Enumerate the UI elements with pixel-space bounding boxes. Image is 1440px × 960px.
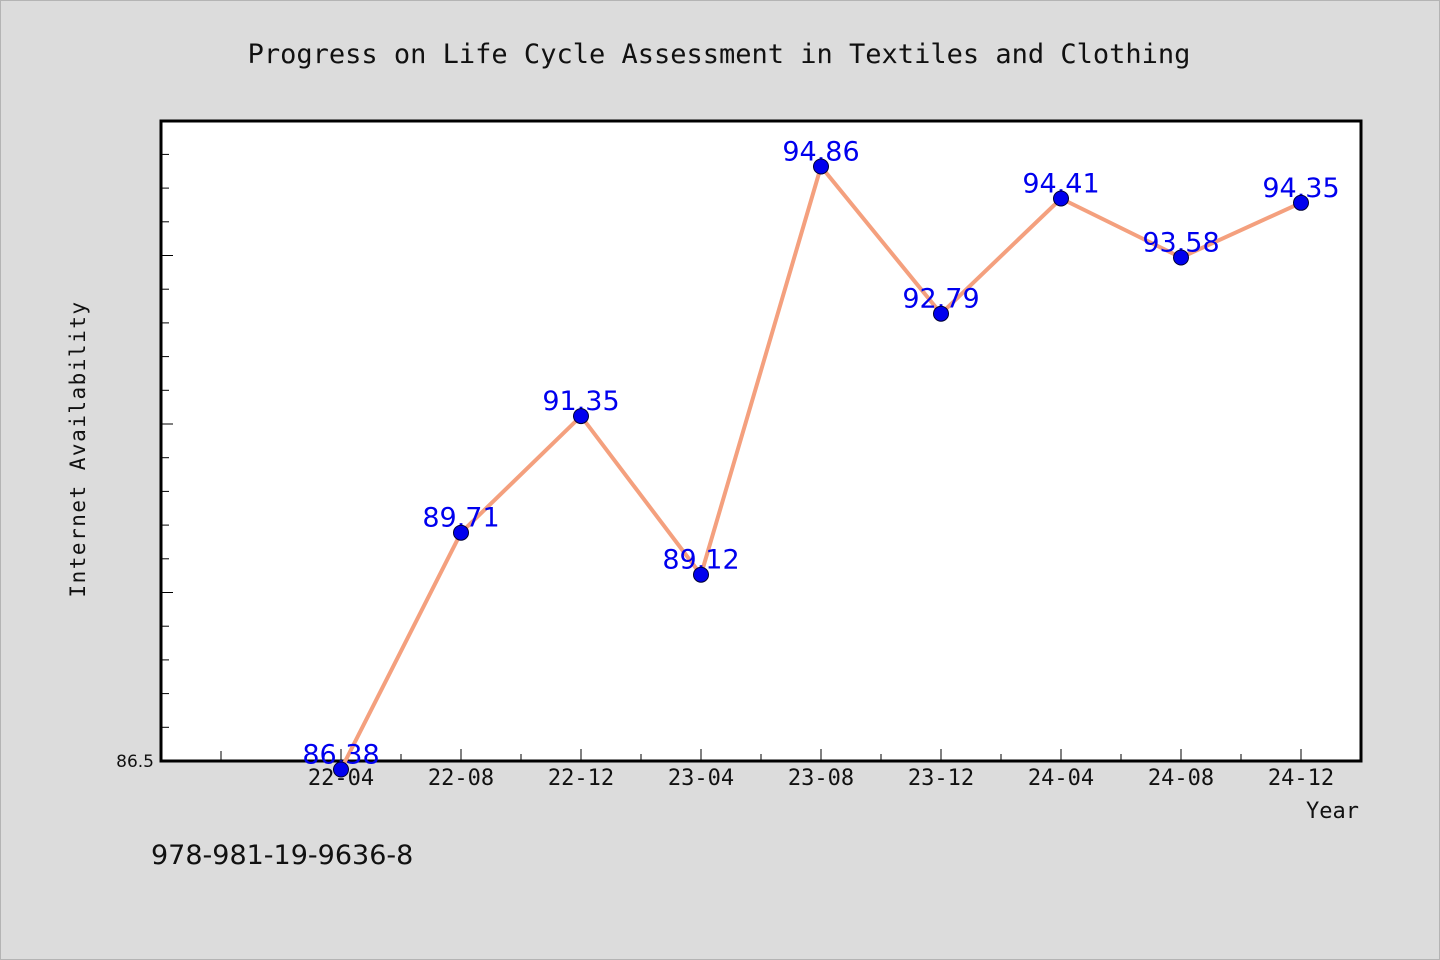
x-tick-label: 24-12 bbox=[1268, 766, 1334, 791]
x-tick-label: 23-04 bbox=[668, 766, 734, 791]
data-point bbox=[1053, 190, 1069, 207]
data-point bbox=[1173, 249, 1189, 266]
x-tick-label: 23-08 bbox=[788, 766, 854, 791]
y-tick-label: 86.5 bbox=[116, 752, 154, 772]
chart-title: Progress on Life Cycle Assessment in Tex… bbox=[248, 39, 1191, 70]
y-axis-ticks bbox=[161, 153, 173, 762]
y-axis-label: Internet Availability bbox=[66, 300, 90, 597]
x-axis-tick-labels: 22-04 22-08 22-12 23-04 23-08 23-12 24-04 24-08… bbox=[308, 766, 1334, 791]
footer-isbn: 978-981-19-9636-8 bbox=[151, 840, 413, 871]
x-tick-label: 24-08 bbox=[1148, 766, 1214, 791]
data-point bbox=[933, 305, 949, 322]
data-point bbox=[453, 524, 469, 541]
data-point bbox=[693, 566, 709, 583]
x-tick-label: 22-08 bbox=[428, 766, 494, 791]
plot-area bbox=[159, 119, 1363, 763]
x-tick-label: 23-12 bbox=[908, 766, 974, 791]
data-point bbox=[813, 158, 829, 175]
data-point bbox=[1293, 194, 1309, 211]
data-labels: 86.3889.7191.3589.1294.8692.7994.4193.58… bbox=[302, 137, 1339, 771]
data-points bbox=[333, 158, 1309, 778]
data-point bbox=[573, 408, 589, 425]
x-tick-label: 24-04 bbox=[1028, 766, 1094, 791]
x-tick-label: 22-12 bbox=[548, 766, 614, 791]
data-point bbox=[333, 761, 349, 778]
x-axis-ticks bbox=[220, 749, 1302, 761]
x-axis-label: Year bbox=[1306, 799, 1359, 824]
